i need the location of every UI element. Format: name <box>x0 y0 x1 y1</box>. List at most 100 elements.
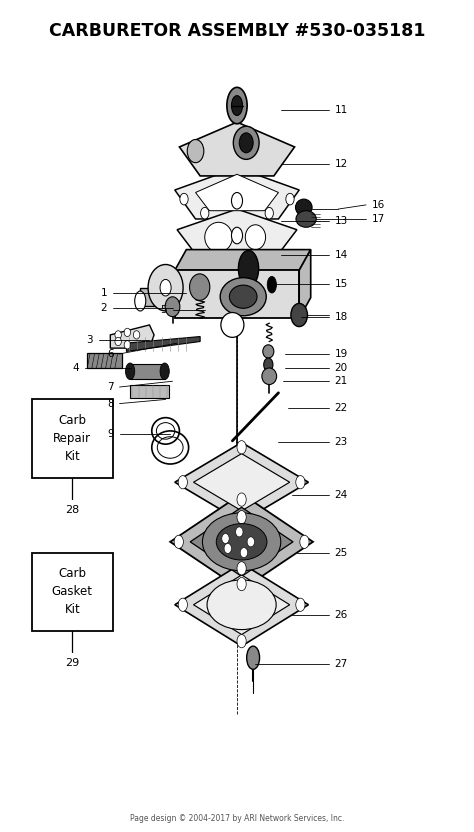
Ellipse shape <box>115 331 121 339</box>
Ellipse shape <box>237 635 246 648</box>
Ellipse shape <box>190 274 210 300</box>
Bar <box>32 399 113 478</box>
Text: 6: 6 <box>108 349 114 359</box>
Text: 20: 20 <box>335 363 348 373</box>
Ellipse shape <box>160 363 169 379</box>
Text: Page design © 2004-2017 by ARI Network Services, Inc.: Page design © 2004-2017 by ARI Network S… <box>130 815 344 824</box>
Text: 18: 18 <box>335 312 348 322</box>
Text: 21: 21 <box>335 376 348 386</box>
Ellipse shape <box>286 193 294 205</box>
Ellipse shape <box>300 535 309 548</box>
Ellipse shape <box>247 537 255 547</box>
Text: 7: 7 <box>108 382 114 392</box>
Ellipse shape <box>174 535 183 548</box>
Bar <box>87 353 122 368</box>
Ellipse shape <box>264 358 273 371</box>
Polygon shape <box>175 250 311 270</box>
Polygon shape <box>190 508 293 577</box>
Text: 29: 29 <box>65 658 80 668</box>
Ellipse shape <box>221 313 244 337</box>
Ellipse shape <box>135 291 146 311</box>
Text: 24: 24 <box>335 490 348 500</box>
Ellipse shape <box>229 285 257 309</box>
Ellipse shape <box>296 210 316 227</box>
Ellipse shape <box>231 96 243 116</box>
Text: 23: 23 <box>335 438 348 448</box>
Ellipse shape <box>246 646 260 669</box>
Ellipse shape <box>160 280 171 296</box>
Ellipse shape <box>238 250 259 287</box>
Ellipse shape <box>237 511 246 524</box>
Polygon shape <box>175 563 309 646</box>
Text: 19: 19 <box>335 349 348 359</box>
Ellipse shape <box>165 297 180 317</box>
Ellipse shape <box>220 278 266 316</box>
Text: Carb
Repair
Kit: Carb Repair Kit <box>53 414 91 463</box>
Polygon shape <box>193 453 290 511</box>
Text: 11: 11 <box>335 105 348 115</box>
Ellipse shape <box>237 577 246 591</box>
Ellipse shape <box>262 368 277 384</box>
Text: 4: 4 <box>73 363 80 373</box>
Bar <box>140 288 175 306</box>
Ellipse shape <box>240 547 247 557</box>
Text: 13: 13 <box>335 216 348 226</box>
Text: 22: 22 <box>335 403 348 413</box>
Text: 14: 14 <box>335 250 348 260</box>
Polygon shape <box>175 168 299 219</box>
Text: 17: 17 <box>372 214 385 224</box>
Ellipse shape <box>201 207 209 219</box>
Ellipse shape <box>237 493 246 506</box>
Ellipse shape <box>267 276 276 293</box>
Ellipse shape <box>237 562 246 575</box>
Ellipse shape <box>205 222 232 252</box>
Ellipse shape <box>124 329 130 336</box>
Ellipse shape <box>207 580 276 630</box>
Ellipse shape <box>124 340 130 349</box>
Ellipse shape <box>239 133 253 153</box>
Text: 1: 1 <box>100 289 107 299</box>
Polygon shape <box>196 174 278 210</box>
Text: 15: 15 <box>335 279 348 289</box>
Ellipse shape <box>216 523 267 560</box>
Ellipse shape <box>236 527 243 537</box>
Bar <box>130 364 164 379</box>
Ellipse shape <box>222 533 229 543</box>
Text: 9: 9 <box>108 429 114 439</box>
Ellipse shape <box>296 476 305 489</box>
Ellipse shape <box>133 331 140 339</box>
Polygon shape <box>110 325 154 348</box>
Polygon shape <box>177 209 297 257</box>
Ellipse shape <box>265 207 273 219</box>
Ellipse shape <box>233 126 259 160</box>
Polygon shape <box>175 443 309 522</box>
Ellipse shape <box>126 363 135 379</box>
Ellipse shape <box>115 337 121 345</box>
Ellipse shape <box>245 225 265 250</box>
Text: 27: 27 <box>335 659 348 670</box>
Text: 25: 25 <box>335 547 348 557</box>
Bar <box>175 270 299 319</box>
Polygon shape <box>170 494 313 590</box>
Text: 3: 3 <box>87 334 93 344</box>
Text: 26: 26 <box>335 610 348 620</box>
Ellipse shape <box>291 304 308 327</box>
Text: Carb
Gasket
Kit: Carb Gasket Kit <box>52 567 93 617</box>
Ellipse shape <box>148 265 183 311</box>
Ellipse shape <box>187 140 204 163</box>
Ellipse shape <box>263 344 274 358</box>
Ellipse shape <box>180 193 188 205</box>
Polygon shape <box>193 575 290 635</box>
Text: 28: 28 <box>65 504 80 514</box>
Text: CARBURETOR ASSEMBLY #530-035181: CARBURETOR ASSEMBLY #530-035181 <box>49 22 425 40</box>
Text: 8: 8 <box>108 399 114 409</box>
Ellipse shape <box>202 513 281 571</box>
Ellipse shape <box>231 227 243 244</box>
Ellipse shape <box>296 598 305 612</box>
Ellipse shape <box>227 87 247 124</box>
Ellipse shape <box>295 199 312 215</box>
Ellipse shape <box>178 476 187 489</box>
Ellipse shape <box>224 543 231 553</box>
Bar <box>32 552 113 631</box>
Polygon shape <box>299 250 311 319</box>
